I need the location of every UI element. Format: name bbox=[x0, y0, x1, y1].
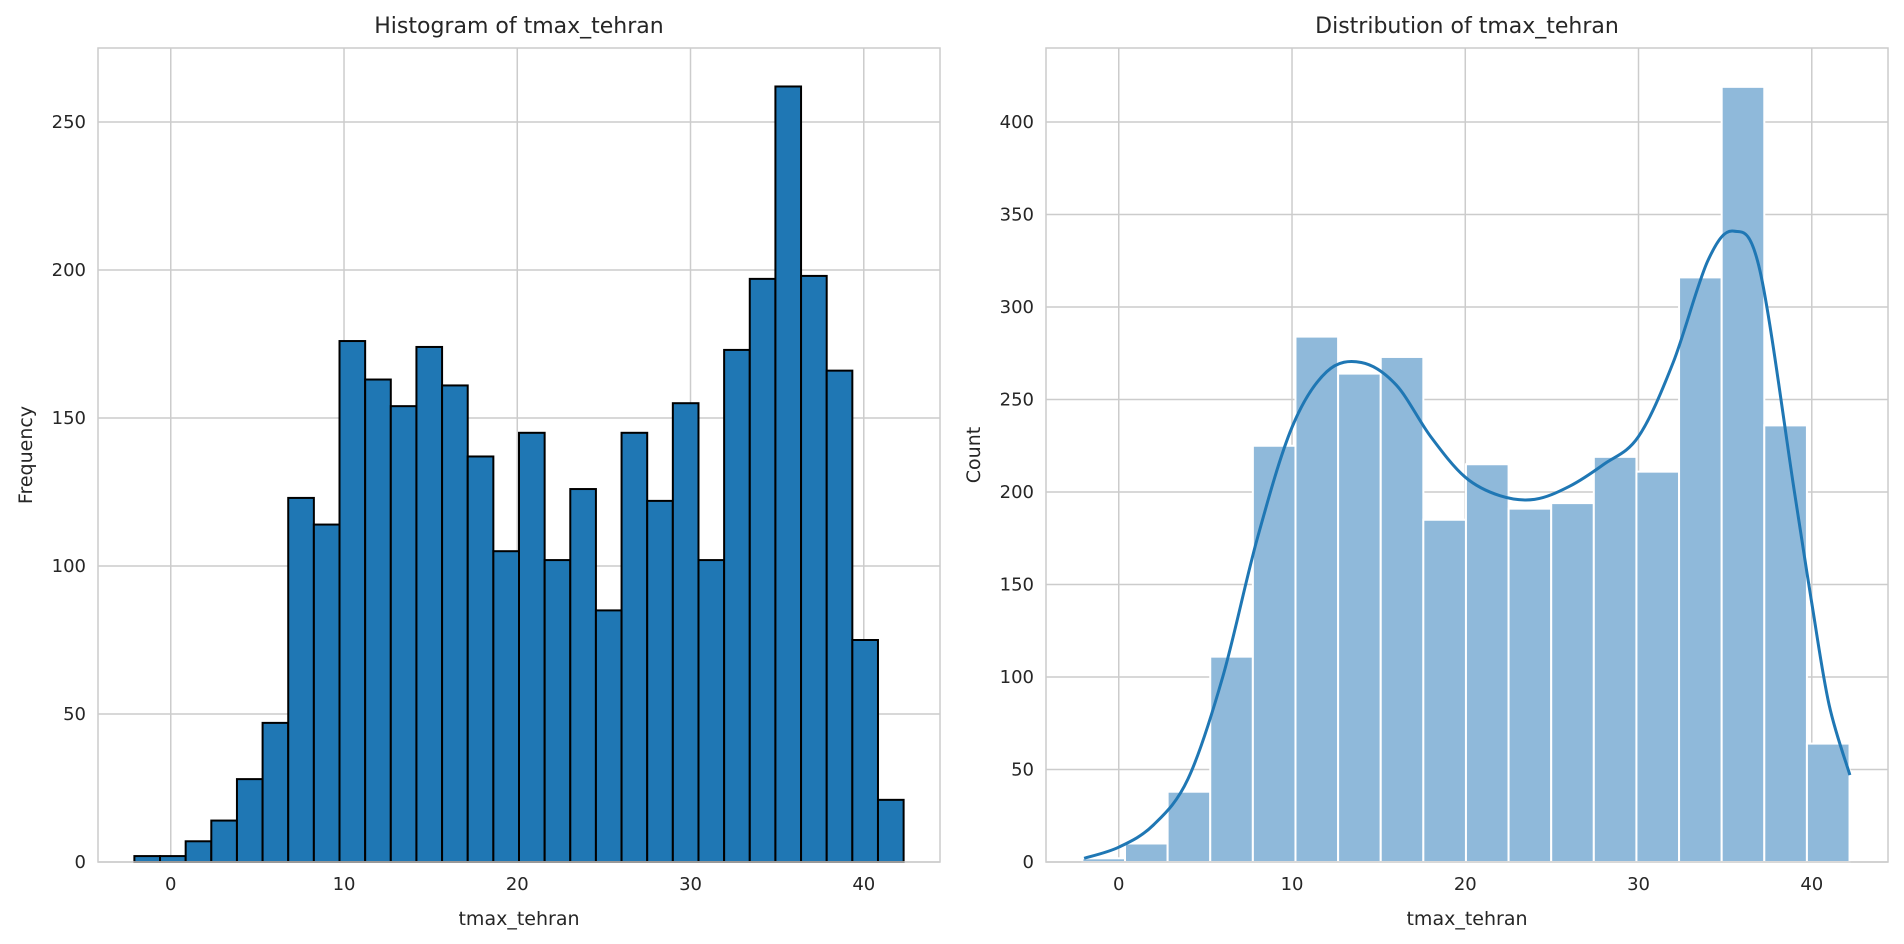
histogram-bar bbox=[492, 550, 521, 863]
histogram-bar bbox=[876, 798, 905, 864]
histogram-bar bbox=[415, 345, 444, 863]
histogram-bar bbox=[620, 431, 649, 863]
histogram-bar bbox=[748, 277, 777, 863]
right-y-tick-label: 100 bbox=[1000, 667, 1034, 688]
histogram-bar bbox=[1251, 444, 1297, 863]
left-y-tick-label: 150 bbox=[52, 408, 86, 429]
right-y-tick-label: 400 bbox=[1000, 112, 1034, 133]
right-y-axis-label: Count bbox=[963, 427, 985, 483]
left-y-tick-label: 50 bbox=[63, 704, 86, 725]
histogram-bar bbox=[646, 499, 674, 863]
left-x-tick-label: 10 bbox=[333, 874, 356, 895]
left-x-tick-label: 20 bbox=[506, 874, 529, 895]
histogram-bar bbox=[697, 559, 726, 864]
histogram-bar bbox=[1805, 742, 1851, 863]
histogram-bar bbox=[159, 855, 187, 864]
histogram-bar bbox=[594, 609, 623, 864]
right-x-tick-label: 20 bbox=[1454, 874, 1477, 895]
histogram-bar bbox=[851, 639, 879, 863]
histogram-bar bbox=[261, 721, 290, 863]
histogram-bar bbox=[800, 274, 828, 864]
histogram-bar bbox=[825, 369, 854, 863]
histogram-bar bbox=[569, 488, 597, 863]
right-y-tick-label: 0 bbox=[1023, 852, 1034, 873]
right-chart-title: Distribution of tmax_tehran bbox=[1315, 14, 1619, 39]
right-y-tick-label: 350 bbox=[1000, 205, 1034, 226]
histogram-bar bbox=[184, 840, 213, 864]
left-x-axis-label: tmax_tehran bbox=[458, 908, 579, 930]
left-y-tick-label: 100 bbox=[52, 556, 86, 577]
histogram-bar bbox=[312, 523, 341, 863]
histogram-bar bbox=[518, 431, 546, 863]
histogram-bar bbox=[1464, 463, 1510, 863]
histogram-bar bbox=[1720, 85, 1766, 864]
left-x-tick-label: 40 bbox=[852, 874, 875, 895]
histogram-bar bbox=[235, 778, 264, 863]
right-y-tick-label: 250 bbox=[1000, 390, 1034, 411]
right-axes-frame bbox=[1045, 47, 1889, 863]
histogram-bar bbox=[1379, 355, 1425, 863]
histogram-bar bbox=[441, 384, 469, 863]
left-x-tick-label: 30 bbox=[679, 874, 702, 895]
histogram-bar bbox=[466, 455, 495, 863]
histogram-bar bbox=[210, 819, 238, 863]
histogram-bar bbox=[1209, 655, 1254, 864]
histogram-bar bbox=[389, 405, 418, 863]
right-y-tick-label: 150 bbox=[1000, 575, 1034, 596]
histogram-bar bbox=[1507, 507, 1553, 863]
right-bars bbox=[1081, 85, 1851, 864]
left-y-tick-label: 200 bbox=[52, 260, 86, 281]
histogram-bar bbox=[338, 340, 367, 864]
right-y-tick-label: 50 bbox=[1011, 760, 1034, 781]
left-tick-labels: 0 10 20 30 40 0 50 100 150 200 250 bbox=[52, 112, 876, 895]
histogram-bar bbox=[1635, 470, 1681, 863]
histogram-bar bbox=[1422, 518, 1467, 863]
histogram-bar bbox=[1592, 455, 1638, 863]
histogram-bar bbox=[1550, 502, 1595, 863]
right-x-tick-label: 30 bbox=[1627, 874, 1650, 895]
histogram-bar bbox=[1337, 372, 1382, 863]
left-chart-title: Histogram of tmax_tehran bbox=[374, 14, 663, 39]
histogram-bar bbox=[723, 348, 751, 864]
right-x-axis-label: tmax_tehran bbox=[1406, 908, 1527, 930]
histogram-bar bbox=[1124, 842, 1169, 863]
right-x-tick-label: 40 bbox=[1800, 874, 1823, 895]
histogram-bar bbox=[287, 496, 315, 863]
histogram-bar bbox=[133, 855, 162, 864]
right-x-tick-label: 10 bbox=[1281, 874, 1304, 895]
right-y-tick-label: 200 bbox=[1000, 482, 1034, 503]
left-y-tick-label: 0 bbox=[75, 852, 86, 873]
histogram-bar bbox=[1294, 335, 1340, 864]
left-x-tick-label: 0 bbox=[165, 874, 176, 895]
right-x-tick-label: 0 bbox=[1113, 874, 1124, 895]
left-y-tick-label: 250 bbox=[52, 112, 86, 133]
histogram-bar bbox=[1678, 276, 1723, 863]
left-bars bbox=[133, 85, 905, 864]
histogram-bar bbox=[774, 85, 803, 864]
histogram-bar bbox=[671, 402, 700, 863]
right-y-tick-label: 300 bbox=[1000, 297, 1034, 318]
left-y-axis-label: Frequency bbox=[15, 406, 37, 504]
left-axes-frame bbox=[97, 47, 941, 863]
histogram-bar bbox=[1763, 424, 1808, 863]
histogram-bar bbox=[543, 559, 572, 864]
left-chart: 0 10 20 30 40 0 50 100 150 200 250 Histogram of tm… bbox=[15, 14, 941, 930]
kde-line bbox=[1083, 229, 1852, 860]
histogram-bar bbox=[364, 378, 392, 863]
